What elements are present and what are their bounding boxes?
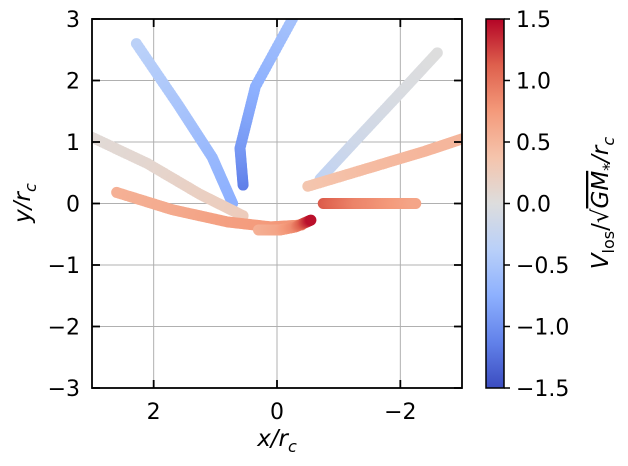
- y-tick-label: 3: [66, 8, 80, 33]
- y-axis-label: y/rc: [10, 183, 40, 224]
- y-tick-label: −1: [48, 254, 80, 279]
- data-point: [431, 47, 443, 59]
- x-tick-label: 0: [270, 400, 284, 425]
- y-tick-label: 0: [66, 193, 80, 218]
- colorbar-tick-label: −0.5: [516, 254, 569, 279]
- data-point: [286, 19, 298, 25]
- y-tick-label: 2: [66, 70, 80, 95]
- colorbar-tick-label: 1.0: [516, 70, 551, 95]
- data-point: [410, 198, 422, 209]
- data-point: [305, 214, 317, 226]
- y-tick-label: 1: [66, 131, 80, 156]
- colorbar-label: Vlos/√GM*/rc: [588, 137, 618, 270]
- colorbar-tick-label: 0.5: [516, 131, 551, 156]
- colorbar-tick-label: 1.5: [516, 8, 551, 33]
- x-tick-label: 2: [147, 400, 161, 425]
- y-tick-label: −3: [48, 377, 80, 402]
- x-tick-label: −2: [384, 400, 416, 425]
- y-tick-label: −2: [48, 316, 80, 341]
- colorbar: [485, 18, 505, 389]
- axis-ticks: 2 0 −2 3 2 1 0 −1 −2 −3: [48, 8, 462, 425]
- colorbar-tick-label: −1.0: [516, 316, 569, 341]
- colorbar-tick-label: −1.5: [516, 377, 569, 402]
- data-tracks: [92, 19, 462, 236]
- colorbar-tick-label: 0.0: [516, 193, 551, 218]
- colorbar-ticks: 1.5 1.0 0.5 0.0 −0.5 −1.0 −1.5: [504, 8, 569, 402]
- x-axis-label: x/rc: [256, 426, 297, 456]
